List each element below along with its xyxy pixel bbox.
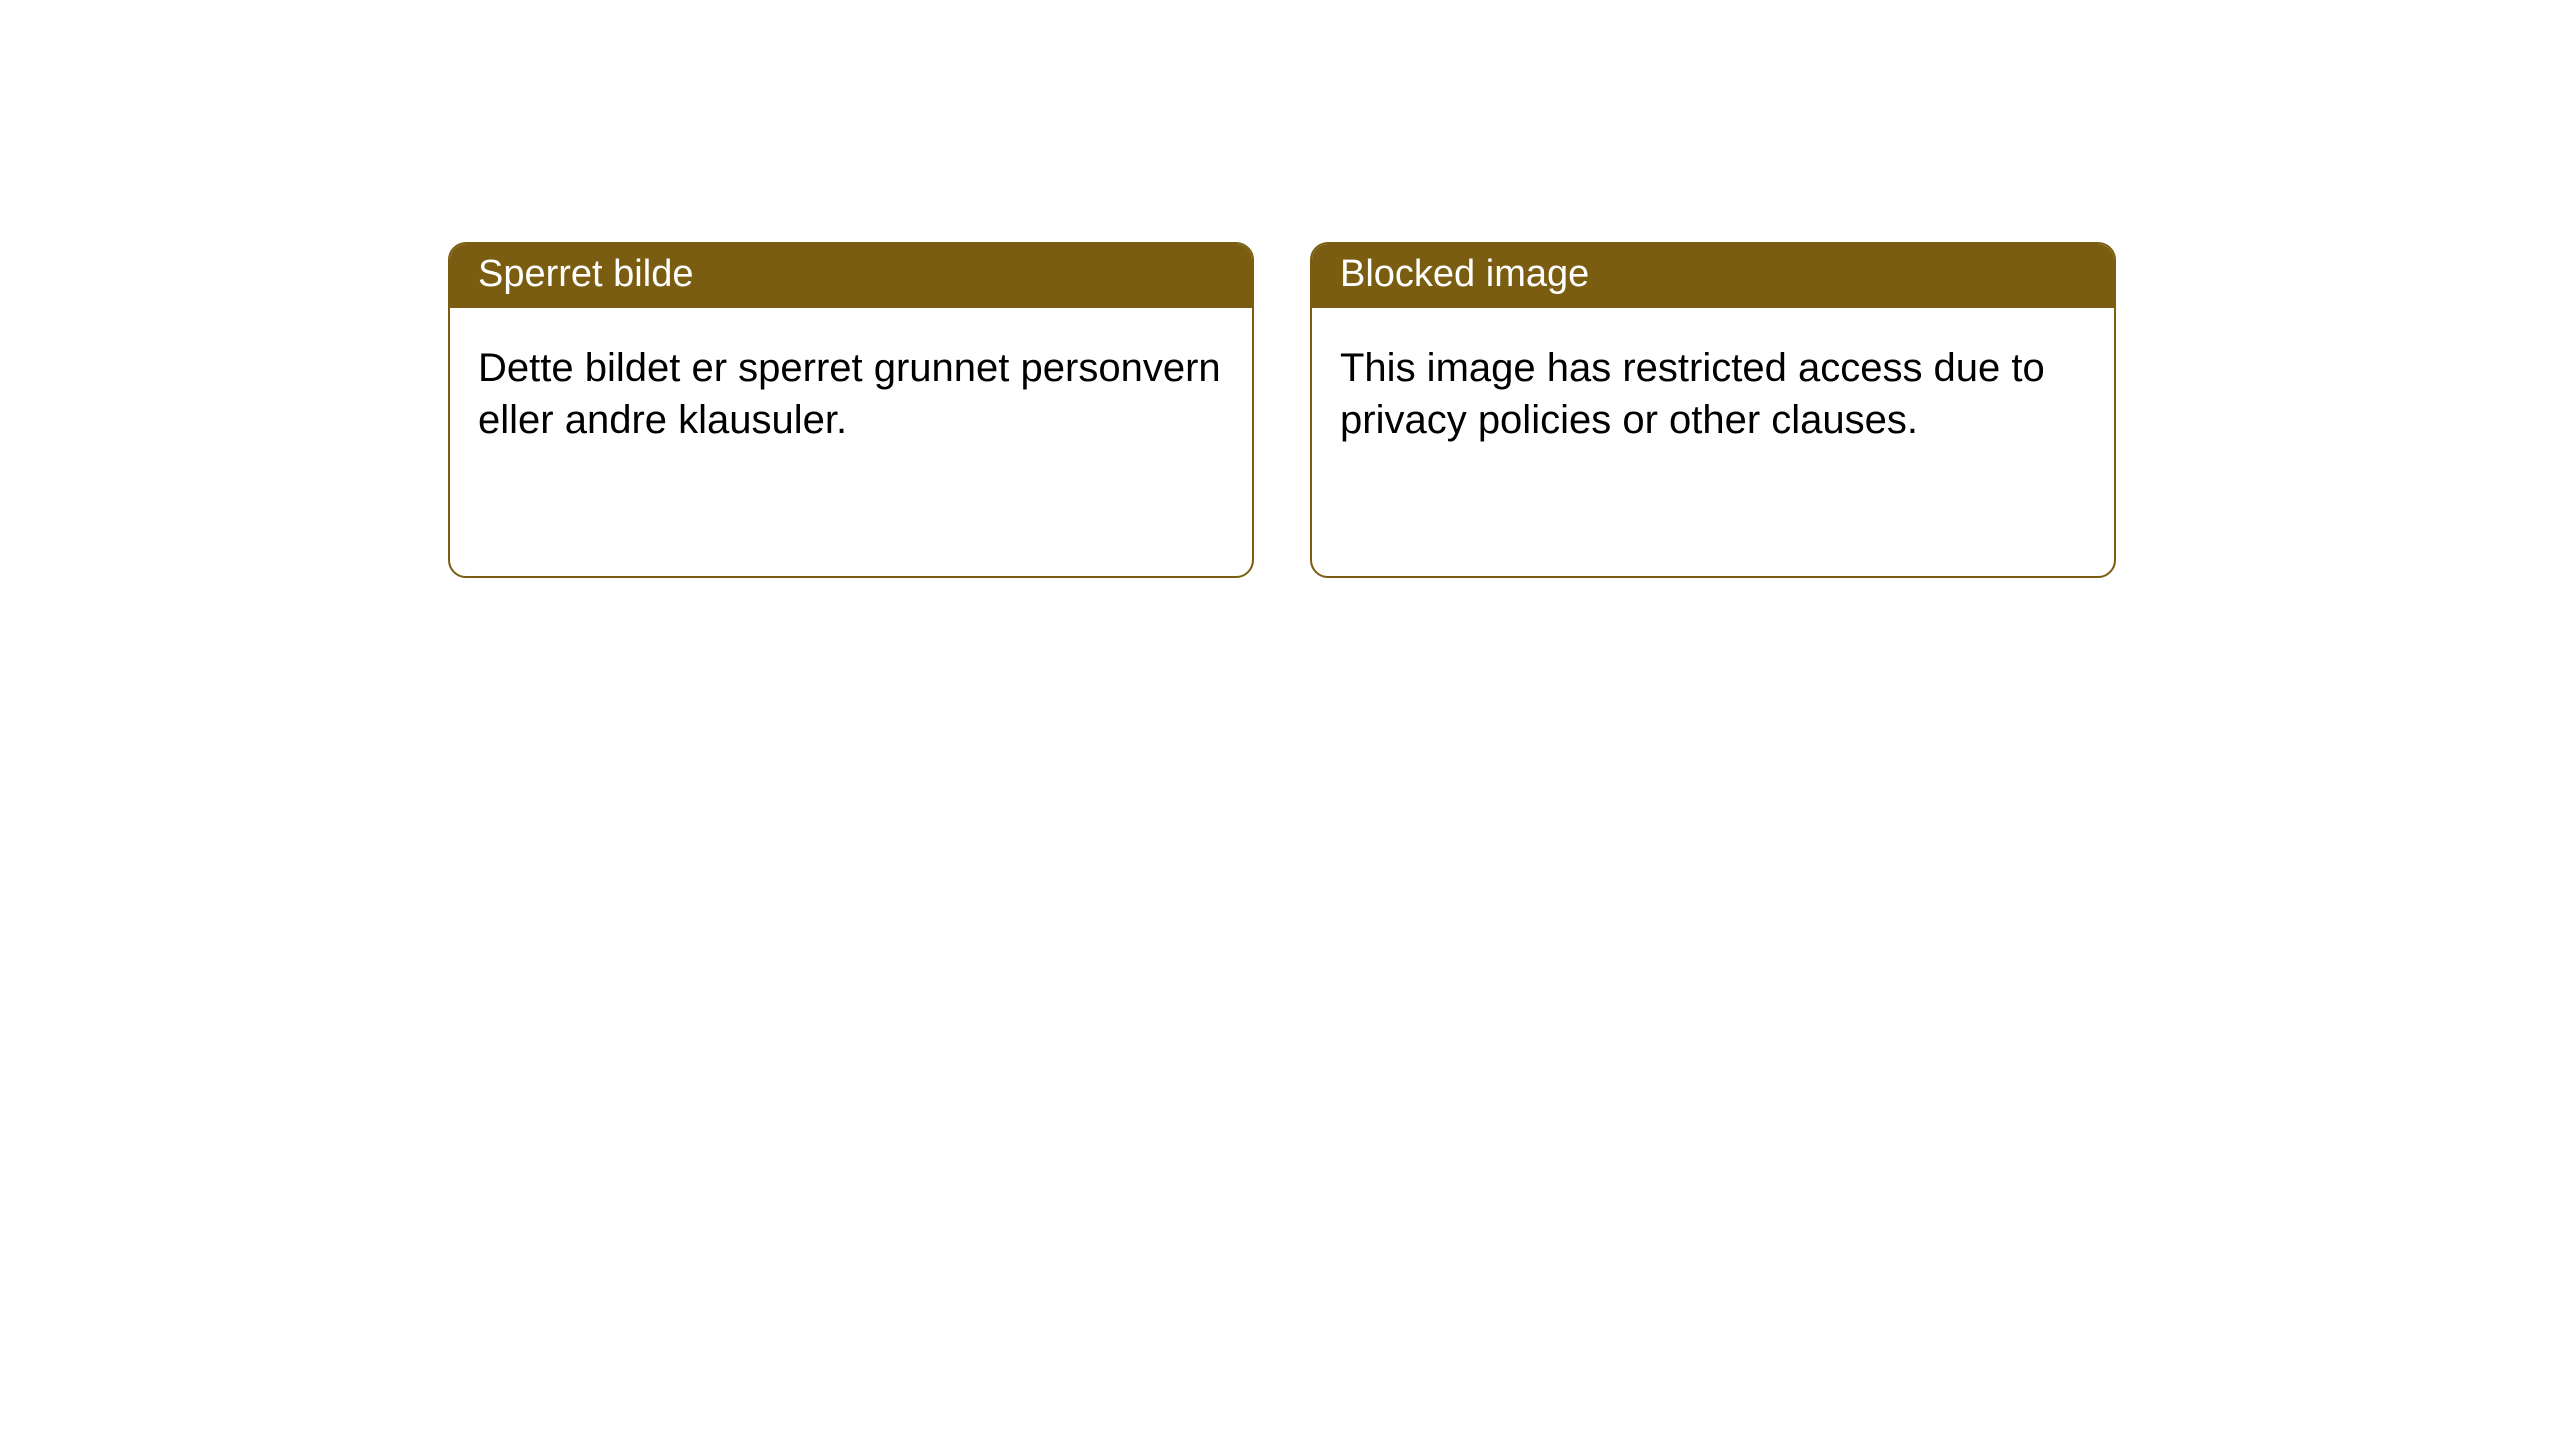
card-title: Sperret bilde bbox=[478, 253, 693, 295]
card-header: Blocked image bbox=[1312, 244, 2114, 308]
notice-card-norwegian: Sperret bilde Dette bildet er sperret gr… bbox=[448, 242, 1254, 578]
card-body: This image has restricted access due to … bbox=[1312, 308, 2114, 474]
notice-container: Sperret bilde Dette bildet er sperret gr… bbox=[0, 0, 2560, 578]
card-body-text: This image has restricted access due to … bbox=[1340, 346, 2045, 442]
card-title: Blocked image bbox=[1340, 253, 1589, 295]
notice-card-english: Blocked image This image has restricted … bbox=[1310, 242, 2116, 578]
card-body: Dette bildet er sperret grunnet personve… bbox=[450, 308, 1252, 474]
card-header: Sperret bilde bbox=[450, 244, 1252, 308]
card-body-text: Dette bildet er sperret grunnet personve… bbox=[478, 346, 1221, 442]
